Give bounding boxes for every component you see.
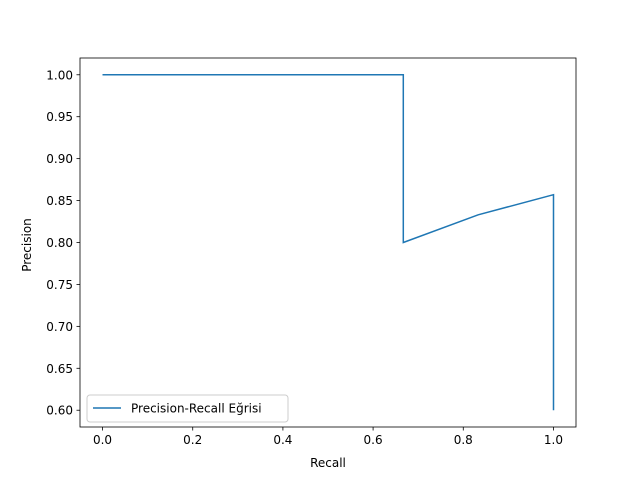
y-tick-label: 0.95 xyxy=(46,110,73,124)
y-tick-label: 0.70 xyxy=(46,320,73,334)
y-tick-label: 0.60 xyxy=(46,404,73,418)
x-tick-label: 1.0 xyxy=(544,433,563,447)
x-axis-ticks: 0.0 0.2 0.4 0.6 0.8 1.0 xyxy=(93,427,563,447)
legend-label: Precision-Recall Eğrisi xyxy=(131,402,262,416)
y-tick-label: 0.90 xyxy=(46,152,73,166)
y-tick-label: 0.65 xyxy=(46,362,73,376)
x-tick-label: 0.4 xyxy=(273,433,292,447)
legend: Precision-Recall Eğrisi xyxy=(86,394,289,423)
x-tick-label: 0.6 xyxy=(364,433,383,447)
x-axis-label: Recall xyxy=(310,456,346,470)
y-tick-label: 1.00 xyxy=(46,68,73,82)
y-axis-label: Precision xyxy=(20,218,34,272)
series-line-0 xyxy=(102,74,555,411)
x-tick-label: 0.2 xyxy=(183,433,202,447)
y-axis-ticks: 0.60 0.65 0.70 0.75 0.80 0.85 0.90 0.95 1.00 xyxy=(46,68,80,418)
x-tick-label: 0.0 xyxy=(93,433,112,447)
x-tick-label: 0.8 xyxy=(454,433,473,447)
y-tick-label: 0.80 xyxy=(46,236,73,250)
legend-box xyxy=(86,394,289,423)
y-tick-label: 0.75 xyxy=(46,278,73,292)
y-tick-label: 0.85 xyxy=(46,194,73,208)
